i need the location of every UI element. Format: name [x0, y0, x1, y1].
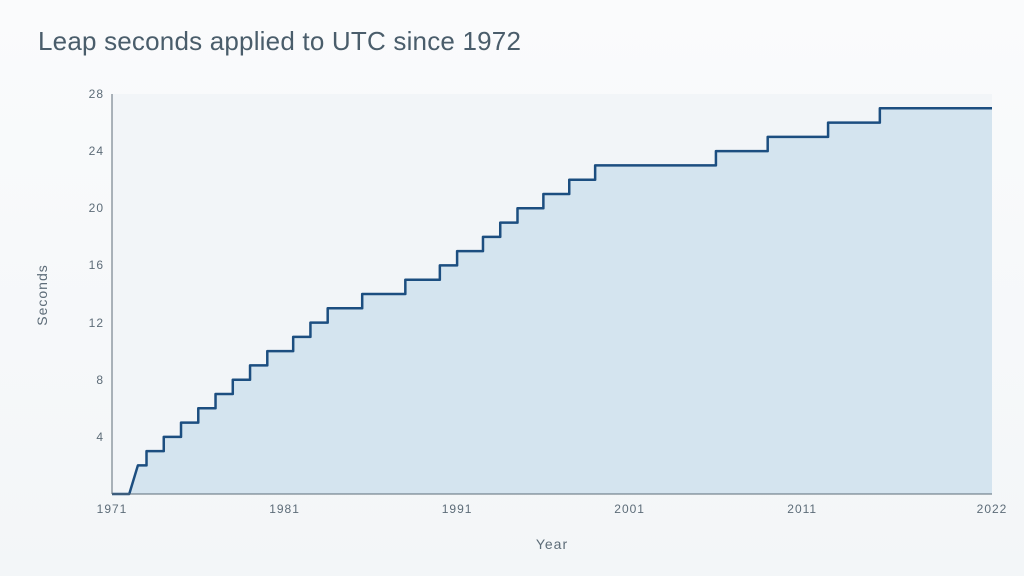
y-tick-label: 24 [74, 144, 104, 158]
x-tick-label: 2011 [772, 502, 832, 516]
y-tick-label: 16 [74, 258, 104, 272]
x-tick-label: 1991 [427, 502, 487, 516]
chart-title: Leap seconds applied to UTC since 1972 [38, 26, 521, 57]
area-fill [112, 108, 992, 494]
x-tick-label: 1981 [255, 502, 315, 516]
x-axis-label: Year [502, 536, 602, 552]
plot-svg [112, 94, 992, 494]
y-tick-label: 4 [74, 430, 104, 444]
y-tick-label: 12 [74, 316, 104, 330]
y-tick-label: 8 [74, 373, 104, 387]
x-tick-label: 2022 [962, 502, 1022, 516]
y-tick-label: 28 [74, 87, 104, 101]
x-tick-label: 2001 [600, 502, 660, 516]
x-tick-label: 1971 [82, 502, 142, 516]
y-axis-label: Seconds [34, 235, 50, 355]
y-tick-label: 20 [74, 201, 104, 215]
